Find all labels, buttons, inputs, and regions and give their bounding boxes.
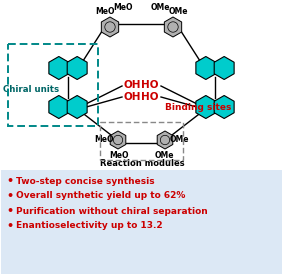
Polygon shape (49, 95, 69, 118)
Polygon shape (67, 95, 87, 118)
Text: Enantioselectivity up to 13.2: Enantioselectivity up to 13.2 (16, 222, 163, 230)
Polygon shape (196, 57, 216, 79)
Text: MeO: MeO (113, 4, 132, 12)
Text: Overall synthetic yield up to 62%: Overall synthetic yield up to 62% (16, 192, 185, 200)
Text: OH: OH (124, 92, 142, 102)
Polygon shape (164, 17, 182, 37)
Polygon shape (214, 57, 234, 79)
Polygon shape (67, 57, 87, 79)
Text: Binding sites: Binding sites (165, 102, 231, 112)
Text: OMe: OMe (169, 136, 189, 145)
Text: Two-step concise synthesis: Two-step concise synthesis (16, 176, 155, 185)
Polygon shape (110, 131, 126, 149)
Text: Purification without chiral separation: Purification without chiral separation (16, 206, 208, 216)
Text: OH: OH (124, 80, 142, 90)
Text: OMe: OMe (168, 7, 188, 17)
Text: Chiral units: Chiral units (3, 86, 59, 94)
Polygon shape (214, 95, 234, 118)
Polygon shape (49, 57, 69, 79)
Polygon shape (196, 95, 216, 118)
Text: MeO: MeO (109, 150, 129, 160)
Polygon shape (101, 17, 119, 37)
Text: OMe: OMe (151, 4, 170, 12)
Text: HO: HO (140, 80, 158, 90)
Text: Reaction modules: Reaction modules (100, 160, 184, 169)
Text: MeO: MeO (95, 7, 115, 17)
Text: •: • (7, 191, 14, 201)
Polygon shape (157, 131, 173, 149)
Text: HO: HO (140, 92, 158, 102)
Text: OMe: OMe (154, 150, 174, 160)
Text: MeO: MeO (94, 136, 114, 145)
FancyBboxPatch shape (1, 170, 282, 274)
Text: •: • (7, 221, 14, 231)
Text: •: • (7, 206, 14, 216)
Text: •: • (7, 176, 14, 186)
